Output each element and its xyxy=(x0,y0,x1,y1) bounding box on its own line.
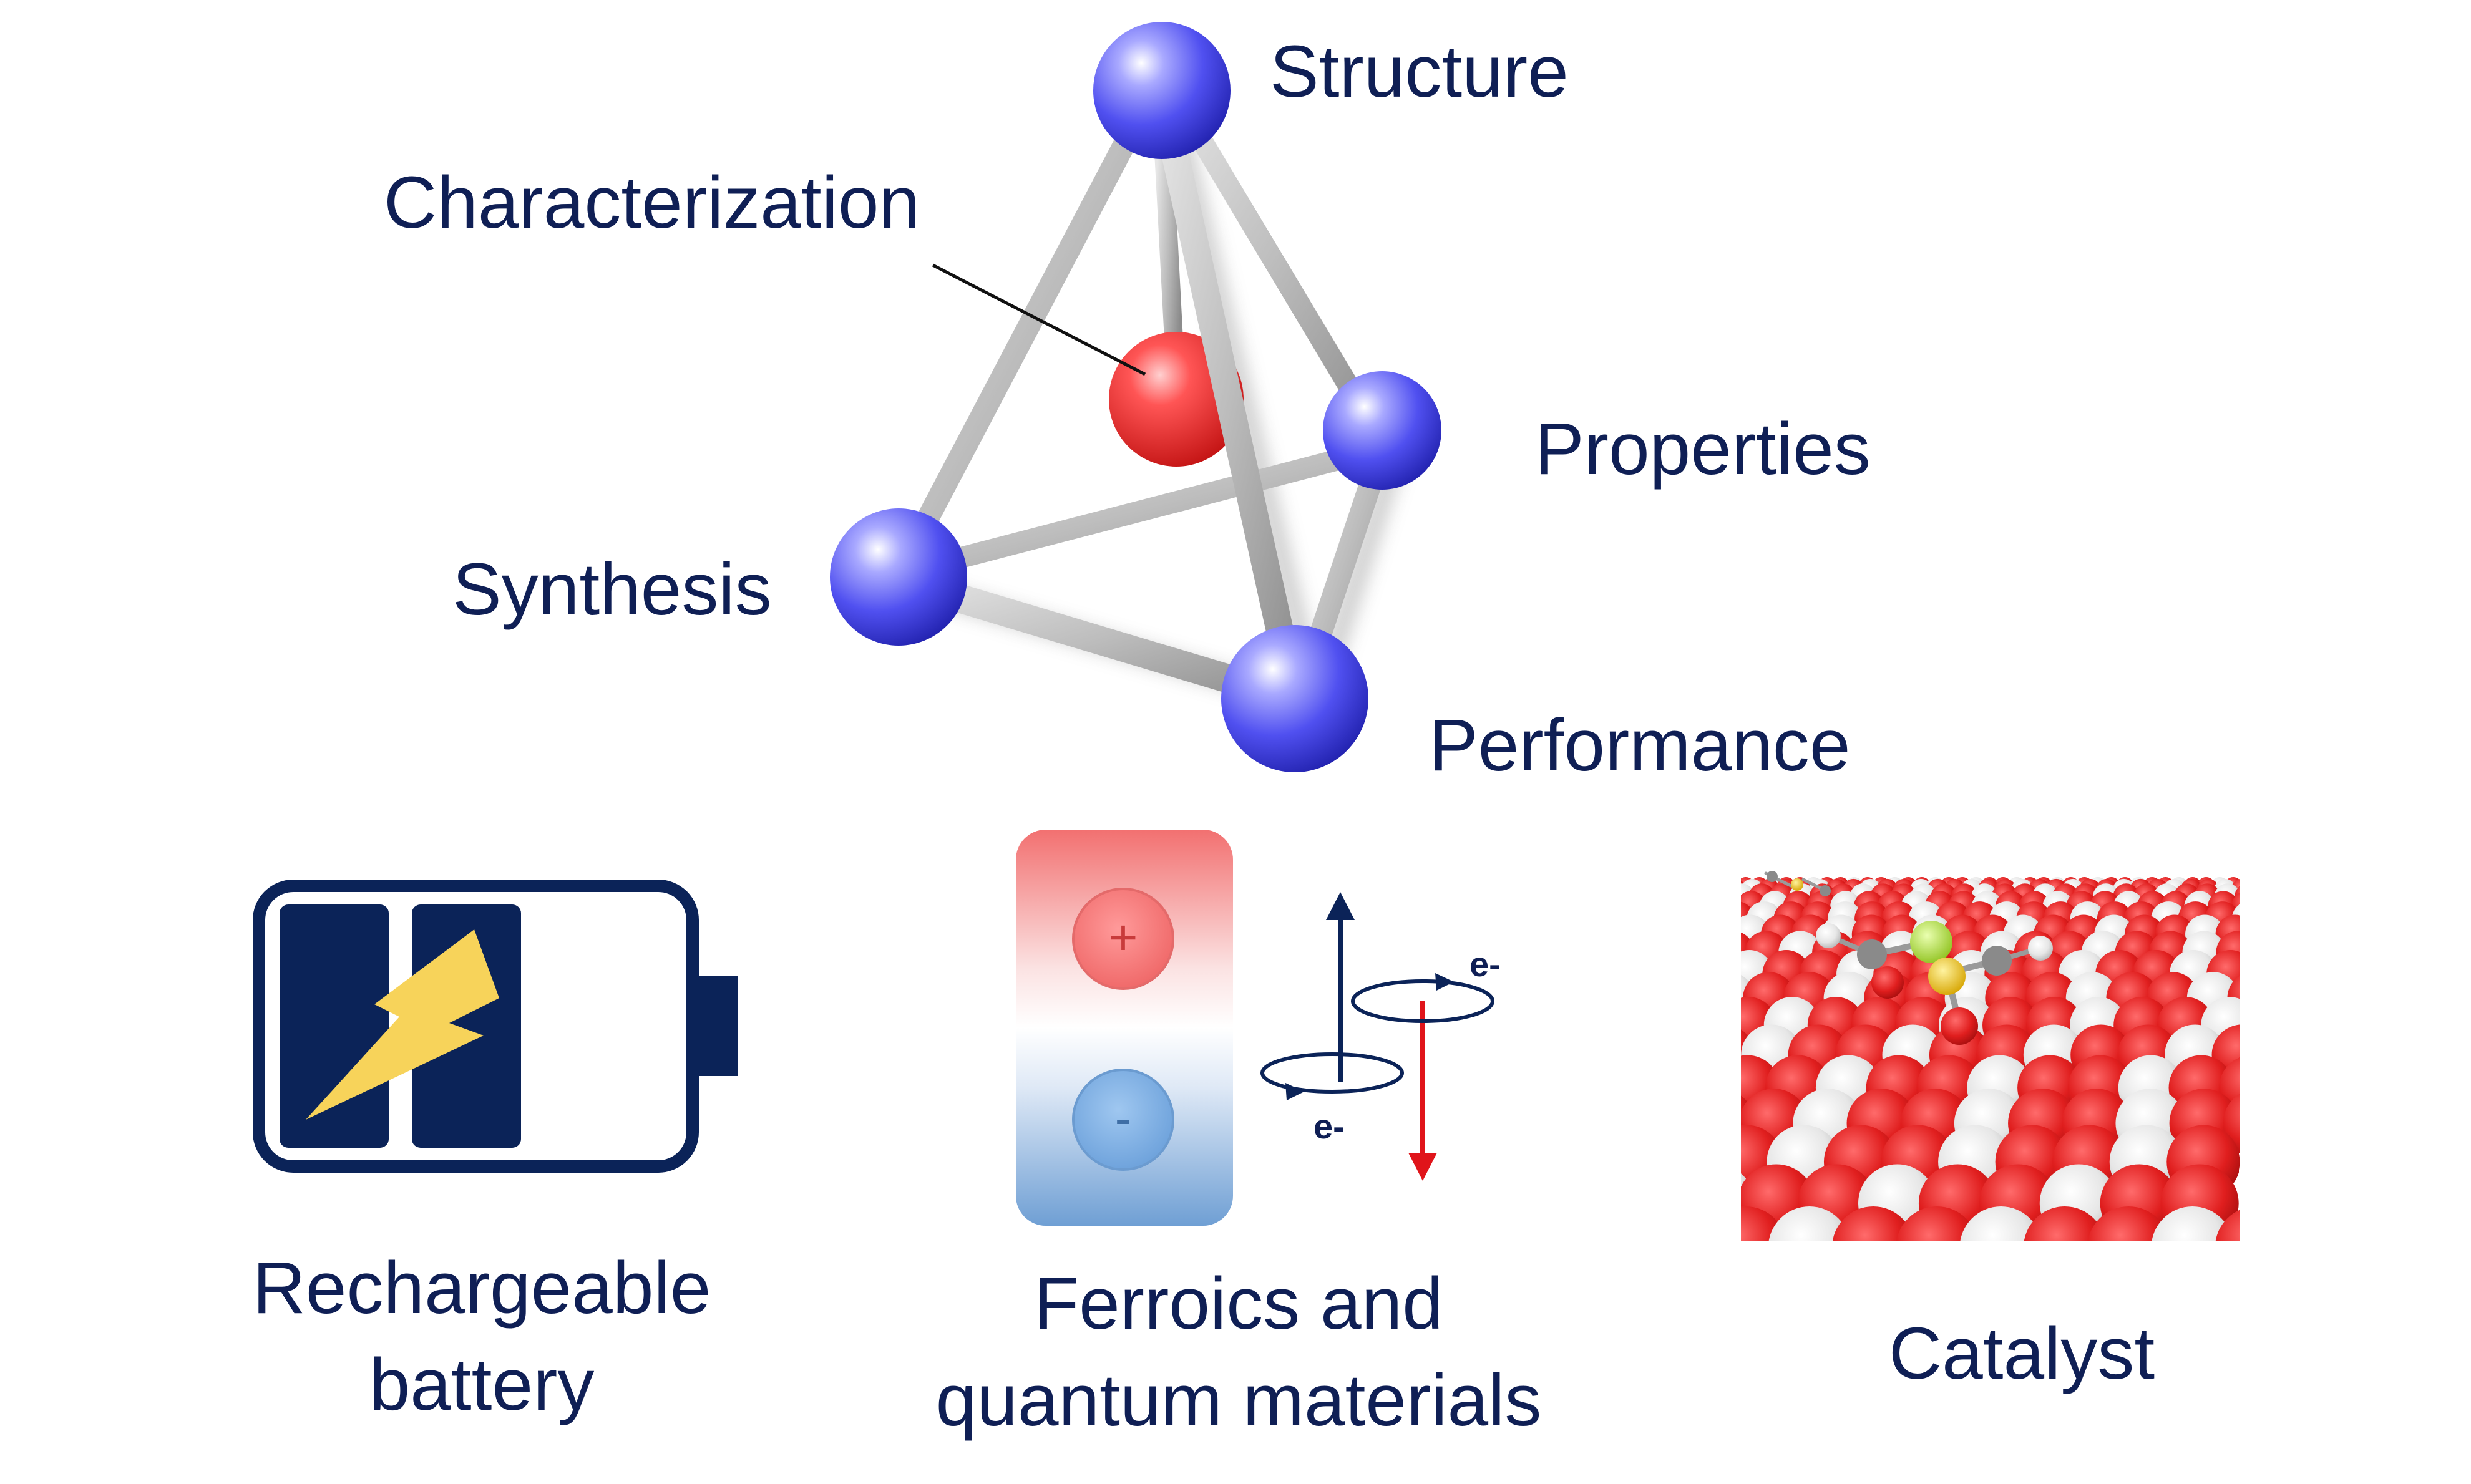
battery-label-line2: battery xyxy=(369,1344,595,1426)
adsorbate-atom-carbon xyxy=(1982,946,2012,976)
surface-atom-white xyxy=(1677,931,1721,974)
surface-atom-red xyxy=(1616,1164,1694,1242)
electron-label-bottom: e- xyxy=(1313,1107,1345,1146)
ferroic-dipole-icon: + - xyxy=(1016,830,1233,1226)
surface-atom-red xyxy=(1832,1206,1914,1241)
properties-node xyxy=(1323,371,1441,490)
surface-atom-red xyxy=(1896,1206,1978,1241)
performance-label: Performance xyxy=(1429,704,1851,787)
battery-casing xyxy=(253,880,699,1173)
electron-label-top: e- xyxy=(1469,944,1501,984)
negative-charge xyxy=(1072,1069,1174,1171)
spin-down-orbit-arrowhead xyxy=(1435,973,1454,991)
ferroics-label-line2: quantum materials xyxy=(936,1359,1542,1442)
positive-charge xyxy=(1072,888,1174,990)
spin-up-orbit xyxy=(1260,1052,1404,1094)
surface-atom-red xyxy=(1689,950,1737,998)
rod-structure-performance xyxy=(1148,80,1309,712)
characterization-label: Characterization xyxy=(384,162,920,244)
minus-sign: - xyxy=(1115,1090,1132,1146)
adsorbate-atom-small xyxy=(1820,885,1831,896)
synthesis-label: Synthesis xyxy=(452,548,772,631)
performance-node xyxy=(1221,625,1368,772)
surface-atom-red xyxy=(1700,914,1740,954)
surface-atom-white xyxy=(2152,1206,2233,1241)
adsorbate-atom-yellow xyxy=(1928,958,1966,995)
battery-terminal xyxy=(694,976,738,1076)
structure-label: Structure xyxy=(1270,31,1569,113)
surface-atom-red xyxy=(2238,880,2240,892)
spin-down-arrowhead xyxy=(1408,1153,1437,1181)
surface-atom-white xyxy=(1768,1206,1850,1241)
surface-atom-red xyxy=(2024,1206,2106,1241)
spin-icon: e- e- xyxy=(1260,892,1501,1181)
characterization-leader-line xyxy=(932,263,1146,376)
surface-atom-red xyxy=(1741,1206,1786,1241)
adsorbate-atom-green xyxy=(1910,921,1952,963)
catalyst-surface-image xyxy=(1616,871,2240,1289)
synthesis-node xyxy=(830,508,967,646)
adsorbate-atom-oxygen xyxy=(1871,966,1904,999)
adsorbate-atom-hydrogen xyxy=(2028,936,2053,961)
surface-atom-red xyxy=(1677,997,1733,1053)
surface-atom-white xyxy=(1723,877,1741,895)
adsorbate-atom-small xyxy=(1767,871,1778,882)
spin-up-arrowhead xyxy=(1326,892,1355,920)
surface-atom-red xyxy=(2215,1210,2240,1241)
ferroics-label-line1: Ferroics and xyxy=(1034,1263,1443,1345)
surface-atom-red xyxy=(1647,1024,1707,1085)
surface-atom-white xyxy=(1741,899,1743,914)
properties-label: Properties xyxy=(1535,408,1871,490)
surface-atom-red xyxy=(1664,1055,1729,1120)
surface-atom-red xyxy=(1708,883,1734,909)
battery-label-line1: Rechargeable xyxy=(253,1247,711,1329)
surface-atom-red xyxy=(1662,972,1714,1024)
spin-up-orbit-arrowhead xyxy=(1285,1083,1304,1100)
rod-structure-properties xyxy=(1159,77,1390,447)
lightning-bolt-icon xyxy=(306,929,499,1120)
plus-sign: + xyxy=(1109,909,1138,965)
structure-node xyxy=(1093,22,1231,159)
rod-structure-synthesis xyxy=(887,76,1166,585)
rod-synthesis-properties xyxy=(888,439,1390,584)
surface-atom-red xyxy=(1693,901,1728,936)
surface-atom-white xyxy=(1960,1206,2042,1241)
surface-atom-red xyxy=(1640,1206,1723,1289)
adsorbate-atom-oxygen xyxy=(1941,1007,1978,1045)
spin-down-orbit xyxy=(1351,979,1494,1023)
surface-atom-red xyxy=(2088,1206,2170,1241)
surface-atom-white xyxy=(1632,1089,1701,1158)
battery-cell-1 xyxy=(280,904,389,1148)
tetrahedron: Structure Characterization Properties Sy… xyxy=(384,22,1871,787)
adsorbate-atom-small xyxy=(1791,878,1803,891)
adsorbate-atom-carbon xyxy=(1857,939,1887,969)
battery-icon xyxy=(253,880,738,1173)
catalyst-label: Catalyst xyxy=(1889,1312,2155,1395)
adsorbate-atom-hydrogen xyxy=(1816,923,1841,948)
polarized-cell xyxy=(1016,830,1233,1226)
surface-atom-red xyxy=(1652,1125,1726,1199)
